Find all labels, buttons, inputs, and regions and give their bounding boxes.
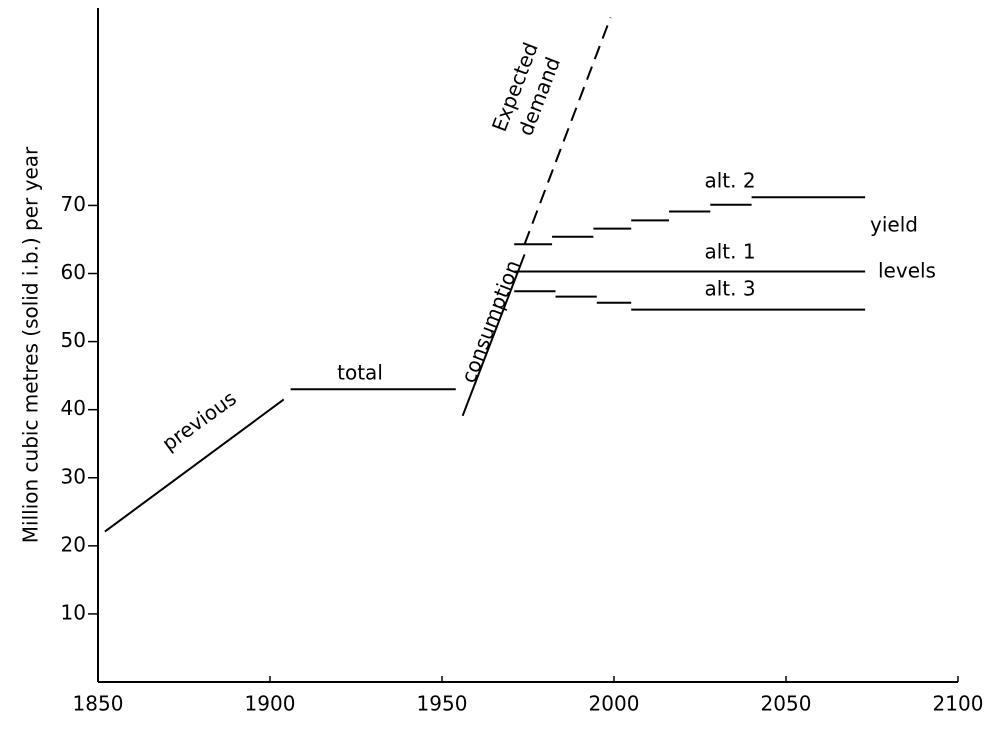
series-label: alt. 3 — [704, 277, 755, 301]
series-label: total — [337, 361, 383, 385]
y-tick-label: 20 — [61, 532, 86, 556]
x-tick-label: 2050 — [761, 692, 812, 716]
x-tick-label: 2100 — [933, 692, 984, 716]
x-tick-label: 1900 — [245, 692, 296, 716]
series-label: alt. 2 — [704, 169, 755, 193]
y-tick-label: 70 — [61, 192, 86, 216]
series-label: Expecteddemand — [487, 39, 567, 144]
y-tick-label: 10 — [61, 600, 86, 624]
series-line — [523, 17, 612, 245]
series-label: previous — [157, 386, 240, 456]
y-axis-label: Million cubic metres (solid i.b.) per ye… — [19, 146, 43, 543]
x-tick-label: 1850 — [73, 692, 124, 716]
x-tick-label: 1950 — [417, 692, 468, 716]
series-line — [461, 254, 526, 417]
y-tick-label: 40 — [61, 396, 86, 420]
y-tick-label: 50 — [61, 328, 86, 352]
series-label: alt. 1 — [704, 240, 755, 264]
series-label: consumption — [456, 257, 525, 386]
annotation: yield — [870, 213, 918, 237]
y-tick-label: 30 — [61, 464, 86, 488]
annotation: levels — [878, 259, 936, 283]
series-line — [104, 398, 285, 533]
x-tick-label: 2000 — [589, 692, 640, 716]
y-tick-label: 60 — [61, 260, 86, 284]
